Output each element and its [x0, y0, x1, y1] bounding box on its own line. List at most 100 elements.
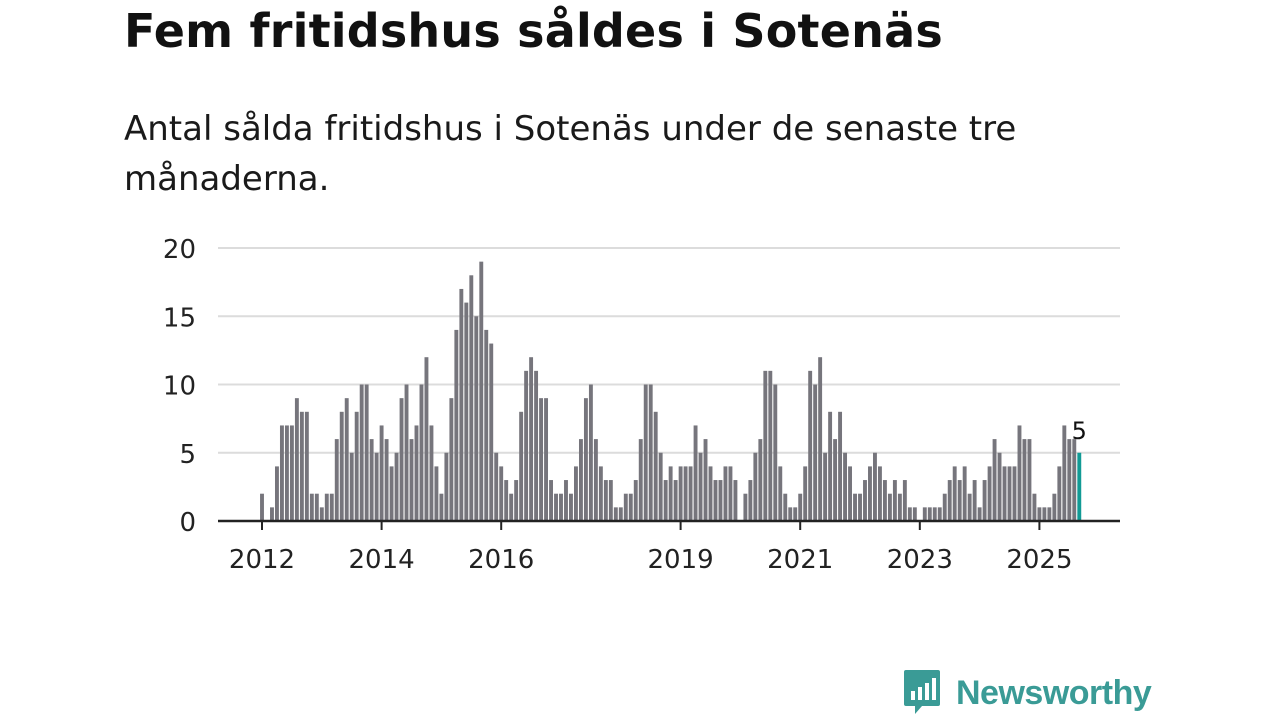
bar — [399, 398, 404, 521]
bar — [718, 480, 723, 521]
bar — [648, 384, 653, 521]
bar-highlight — [1077, 452, 1082, 521]
bar — [1052, 493, 1057, 521]
bar — [314, 493, 319, 521]
bar — [304, 411, 309, 521]
bar — [389, 466, 394, 521]
bar — [494, 452, 499, 521]
bar — [319, 507, 324, 521]
bar — [982, 480, 987, 521]
bar — [469, 275, 474, 521]
bar — [788, 507, 793, 521]
bar — [838, 411, 843, 521]
x-tick-label: 2019 — [648, 545, 714, 575]
bar — [778, 466, 783, 521]
bar — [668, 466, 673, 521]
bar — [349, 452, 354, 521]
bar — [260, 493, 264, 521]
bar — [1032, 493, 1037, 521]
chart-subtitle: Antal sålda fritidshus i Sotenäs under d… — [124, 109, 1017, 199]
bar — [574, 466, 578, 521]
bar — [583, 398, 588, 521]
bar — [434, 466, 439, 521]
bar — [683, 466, 688, 521]
bar — [354, 411, 359, 521]
bar — [658, 452, 663, 521]
bar — [693, 425, 698, 521]
bar — [449, 398, 454, 521]
newsworthy-logo[interactable]: Newsworthy — [902, 668, 1152, 718]
bar — [688, 466, 693, 521]
bar — [952, 466, 957, 521]
bar — [618, 507, 623, 521]
bar — [509, 493, 514, 521]
bar — [299, 411, 304, 521]
bar — [1047, 507, 1052, 521]
bar — [927, 507, 932, 521]
bar — [743, 493, 748, 521]
bar — [728, 466, 733, 521]
bar — [882, 480, 887, 521]
bar — [773, 384, 778, 521]
bar — [912, 507, 917, 521]
bar — [593, 439, 598, 521]
bar — [549, 480, 553, 521]
bar — [643, 384, 648, 521]
bar — [534, 370, 539, 521]
bar — [519, 411, 524, 521]
bar — [329, 493, 334, 521]
bar — [947, 480, 952, 521]
bar — [723, 466, 728, 521]
bar — [474, 316, 479, 521]
y-tick-label: 5 — [179, 440, 196, 470]
bar — [1017, 425, 1022, 521]
bar — [603, 480, 608, 521]
bar — [384, 439, 389, 521]
bar — [887, 493, 892, 521]
bar — [613, 507, 618, 521]
bar — [424, 357, 429, 521]
bar — [379, 425, 384, 521]
bar — [275, 466, 279, 521]
bar — [504, 480, 509, 521]
bar — [374, 452, 379, 521]
bar — [454, 329, 459, 521]
y-tick-label: 15 — [163, 303, 196, 333]
bar — [559, 493, 563, 521]
bar — [663, 480, 668, 521]
bar — [823, 452, 828, 521]
bar — [768, 370, 773, 521]
bar — [633, 480, 638, 521]
x-tick-label: 2021 — [767, 545, 833, 575]
bar — [588, 384, 593, 521]
chart-title: Fem fritidshus såldes i Sotenäs — [124, 4, 943, 58]
logo-text: Newsworthy — [956, 673, 1152, 712]
bar — [270, 507, 274, 521]
bar — [957, 480, 962, 521]
bar — [1037, 507, 1042, 521]
bar — [818, 357, 823, 521]
bar — [733, 480, 738, 521]
bar — [863, 480, 867, 521]
bar — [858, 493, 862, 521]
bar — [324, 493, 329, 521]
bar — [394, 452, 399, 521]
bar — [803, 466, 808, 521]
bar — [524, 370, 529, 521]
bar — [828, 411, 833, 521]
bar — [922, 507, 927, 521]
bar — [962, 466, 967, 521]
bar — [279, 425, 284, 521]
bar — [813, 384, 818, 521]
bar — [439, 493, 444, 521]
bar — [479, 261, 484, 521]
bar — [698, 452, 703, 521]
bar — [1002, 466, 1007, 521]
bar — [932, 507, 937, 521]
bar — [1022, 439, 1027, 521]
bar — [623, 493, 628, 521]
x-tick-label: 2016 — [468, 545, 534, 575]
bar — [638, 439, 643, 521]
bar — [942, 493, 947, 521]
bar — [1027, 439, 1032, 521]
